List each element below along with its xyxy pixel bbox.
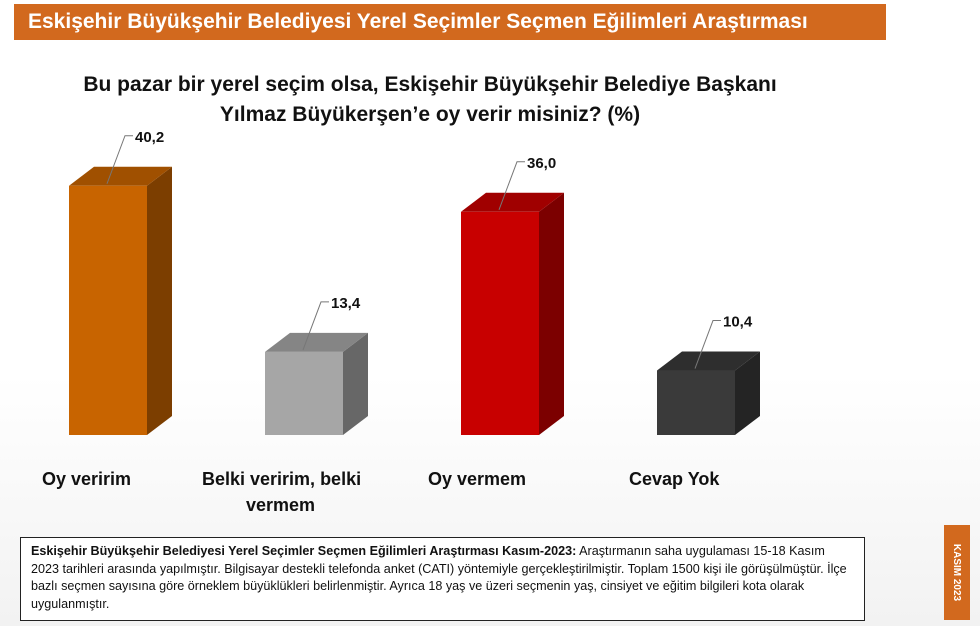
category-label-belki-line-2: vermem xyxy=(246,495,316,515)
header-title: Eskişehir Büyükşehir Belediyesi Yerel Se… xyxy=(28,10,808,33)
bar-1-top xyxy=(69,166,172,186)
chart-title-line-1: Bu pazar bir yerel seçim olsa, Eskişehir… xyxy=(83,73,777,96)
category-label-belki: Belki veririm, belki vermem xyxy=(202,466,392,518)
bar-2-front xyxy=(265,351,343,435)
bar-chart: 40,2 13,4 36,0 10,4 xyxy=(69,129,760,435)
bar-3-leader-line xyxy=(498,161,525,210)
bar-2-leader-line xyxy=(302,301,329,351)
bar-4-leader-line xyxy=(694,320,721,369)
methodology-note: Eskişehir Büyükşehir Belediyesi Yerel Se… xyxy=(20,537,865,621)
bar-4-value-label: 10,4 xyxy=(723,314,753,331)
bar-1-side xyxy=(147,166,172,435)
category-label-oy-vermem: Oy vermem xyxy=(428,469,527,489)
methodology-note-heading: Eskişehir Büyükşehir Belediyesi Yerel Se… xyxy=(31,544,577,558)
bar-4-side xyxy=(735,351,760,435)
bar-1-value-label: 40,2 xyxy=(135,129,164,146)
category-label-belki-line-1: Belki veririm, belki xyxy=(202,469,362,489)
header-banner: Eskişehir Büyükşehir Belediyesi Yerel Se… xyxy=(14,4,886,40)
bar-3-front xyxy=(461,211,539,435)
bar-3-value-label: 36,0 xyxy=(527,155,556,172)
category-label-cevap-yok: Cevap Yok xyxy=(629,469,720,489)
bar-1-leader-line xyxy=(106,135,133,184)
bar-4-top xyxy=(657,351,760,371)
bar-3-side xyxy=(539,192,564,435)
bar-2-side xyxy=(343,332,368,435)
category-label-oy-veririm: Oy veririm xyxy=(42,469,132,489)
chart-title: Bu pazar bir yerel seçim olsa, Eskişehir… xyxy=(40,70,820,130)
bar-1-front xyxy=(69,185,147,435)
bar-3-top xyxy=(461,192,564,212)
bar-2-value-label: 13,4 xyxy=(331,295,361,312)
date-tag-label: KASIM 2023 xyxy=(951,543,963,602)
bar-2-top xyxy=(265,332,368,352)
date-tag: KASIM 2023 xyxy=(944,525,970,620)
bar-4-front xyxy=(657,370,735,435)
methodology-note-text: Araştırmanın saha uygulaması 15-18 Kasım… xyxy=(31,544,847,611)
chart-title-line-2: Yılmaz Büyükerşen’e oy verir misiniz? (%… xyxy=(219,103,641,126)
